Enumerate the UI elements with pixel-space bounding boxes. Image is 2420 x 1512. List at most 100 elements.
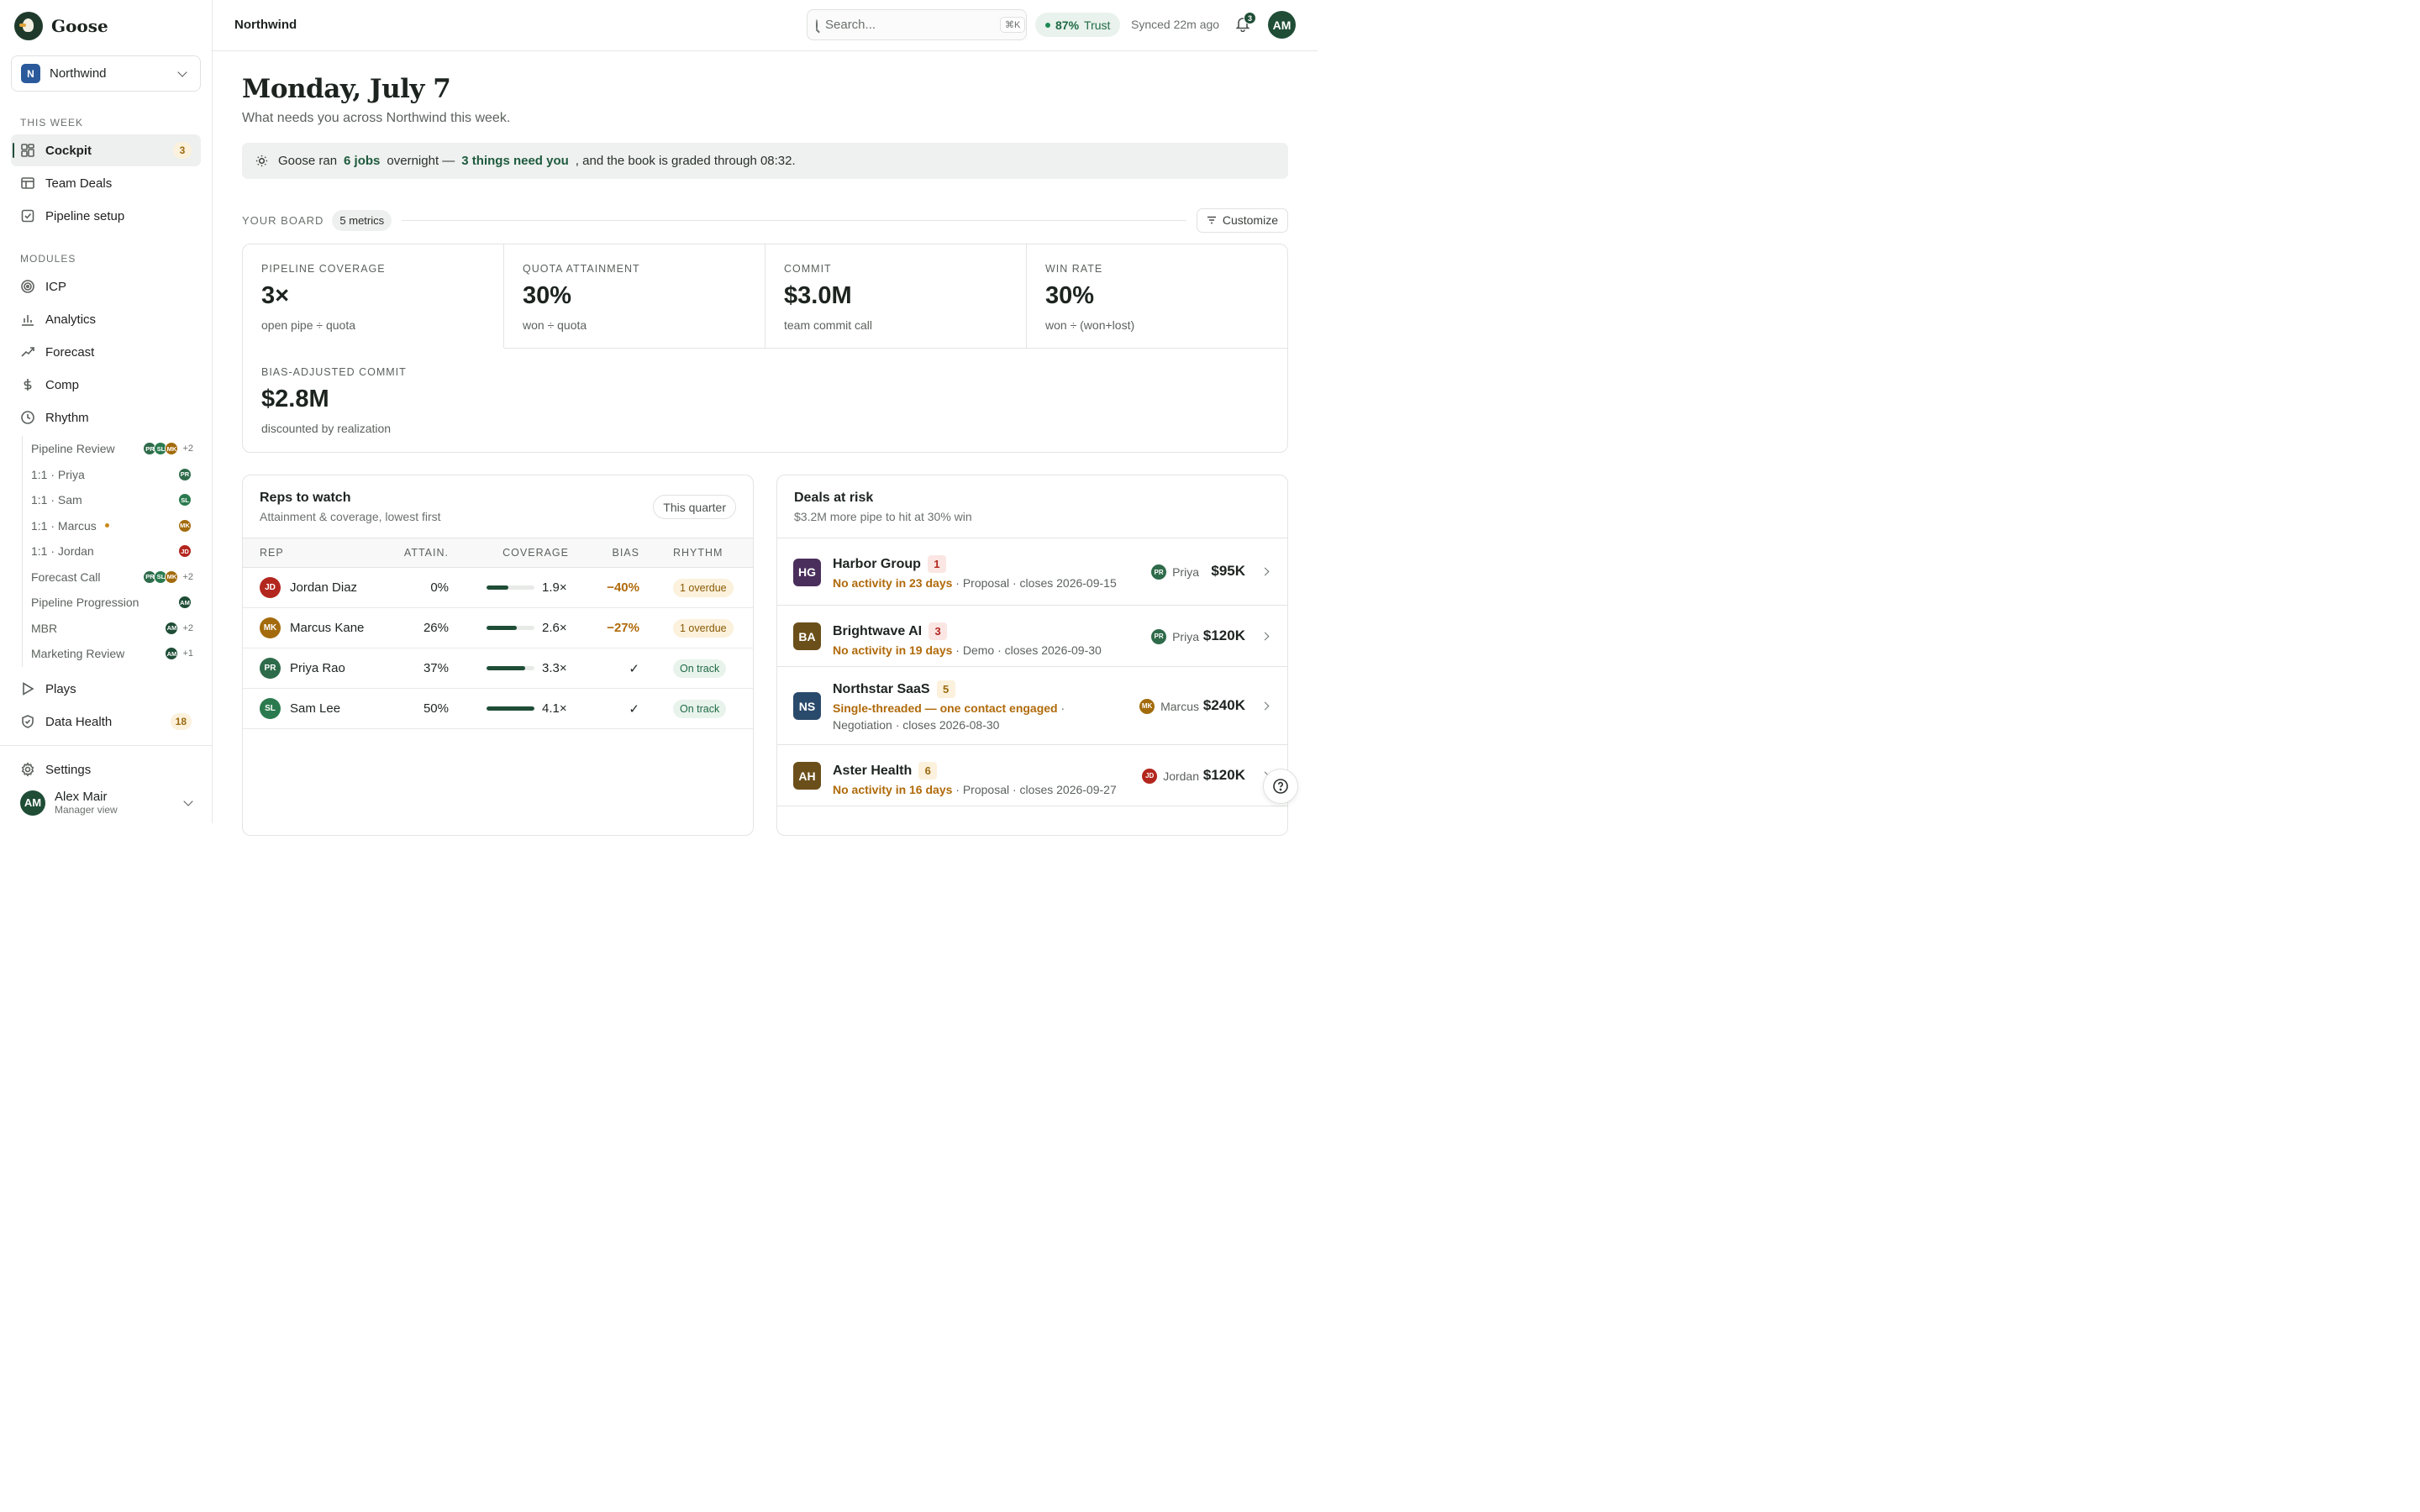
metric-sub: won ÷ (won+lost) [1045,318,1135,332]
rhythm-cell: On track [639,659,749,678]
risk-count-badge: 1 [927,555,946,573]
sidebar-item-pipeline-setup[interactable]: Pipeline setup [11,200,201,232]
metric-pipeline-coverage[interactable]: PIPELINE COVERAGE 3× open pipe ÷ quota [243,244,504,348]
risk-reason: No activity in 16 days [833,783,953,796]
risk-count-badge: 5 [936,680,955,698]
avatar: MK [178,518,192,533]
metrics-board: PIPELINE COVERAGE 3× open pipe ÷ quota Q… [242,244,1288,453]
col-coverage[interactable]: COVERAGE [502,547,569,559]
table-row[interactable]: SL Sam Lee 50% 4.1× ✓ On track [243,689,753,729]
target-icon [20,279,35,294]
deal-meta: No activity in 19 days · Demo · closes 2… [833,642,1169,659]
trust-badge[interactable]: 87% Trust [1035,13,1121,37]
metric-win-rate[interactable]: WIN RATE 30% won ÷ (won+lost) [1027,244,1287,348]
deal-row[interactable]: NS Northstar SaaS 5 Single-threaded — one c… [777,667,1287,745]
avatar[interactable]: AM [1268,11,1296,39]
sidebar-item-label: Team Deals [45,176,113,191]
deal-row[interactable]: AH Aster Health 6 No activity in 16 days · … [777,745,1287,806]
deal-amount: $95K [1211,563,1245,579]
help-button[interactable] [1263,769,1298,804]
rhythm-cell: On track [639,699,749,718]
sidebar-item-rhythm[interactable]: Rhythm [11,402,201,433]
rep-name: Jordan Diaz [290,580,358,595]
rhythm-item-1on1-priya[interactable]: 1:1 · Priya PR [23,462,198,488]
table-header: REP ATTAIN. COVERAGE BIAS RHYTHM [243,538,753,568]
deal-row[interactable] [777,806,1287,835]
avatar: MK [1139,698,1155,714]
col-rep[interactable]: REP [260,547,284,559]
coverage-cell: 3.3× [449,661,569,675]
sidebar-item-icp[interactable]: ICP [11,270,201,302]
owner-name: Priya [1172,565,1199,579]
search-shortcut: ⌘K [1000,17,1026,33]
metric-quota-attainment[interactable]: QUOTA ATTAINMENT 30% won ÷ quota [504,244,765,348]
goose-logo-icon [14,12,43,40]
breadcrumb[interactable]: Northwind [234,18,297,32]
play-icon [20,681,35,696]
customize-button[interactable]: Customize [1196,207,1288,233]
user-menu[interactable]: AM Alex Mair Manager view [20,790,197,816]
col-bias[interactable]: BIAS [612,547,639,559]
avatar-stack: JD [178,544,192,559]
status-badge[interactable]: 1 overdue [673,618,734,638]
rhythm-item-pipeline-progression[interactable]: Pipeline Progression AM [23,590,198,616]
period-select[interactable]: This quarter [653,495,736,519]
metric-commit[interactable]: COMMIT $3.0M team commit call [765,244,1027,348]
sidebar-item-analytics[interactable]: Analytics [11,303,201,335]
rhythm-item-pipeline-review[interactable]: Pipeline Review PR SL MK +2 [23,436,198,462]
search-icon [816,18,818,31]
table-row[interactable]: PR Priya Rao 37% 3.3× ✓ On track [243,648,753,689]
deal-meta: No activity in 23 days · Proposal · clos… [833,575,1169,591]
sidebar-item-team-deals[interactable]: Team Deals [11,167,201,199]
topbar: Northwind ⌘K 87% Trust Synced 22m ago 3 … [213,0,1318,51]
search-box[interactable]: ⌘K [807,9,1027,40]
metric-sub: won ÷ quota [523,318,587,332]
banner-needs-link[interactable]: 3 things need you [461,154,569,168]
rhythm-item-1on1-marcus[interactable]: 1:1 · Marcus MK [23,513,198,539]
deal-amount: $120K [1202,766,1245,783]
risk-reason: No activity in 23 days [833,576,953,590]
brand[interactable]: Goose [14,12,108,40]
sidebar-item-cockpit[interactable]: Cockpit 3 [11,134,201,166]
table-row[interactable]: JD Jordan Diaz 0% 1.9× −40% 1 overdue [243,568,753,608]
coverage-bar-fill [487,706,534,711]
attain-value: 0% [430,580,449,595]
sidebar-item-settings[interactable]: Settings [11,753,201,785]
search-input[interactable] [825,18,992,32]
avatar-stack: MK [178,518,192,533]
metric-bias-adjusted-commit[interactable]: BIAS-ADJUSTED COMMIT $2.8M discounted by… [243,348,504,451]
rhythm-item-label: Pipeline Review [31,442,115,456]
avatar: AM [178,596,192,610]
rhythm-item-1on1-jordan[interactable]: 1:1 · Jordan JD [23,538,198,564]
banner-jobs-link[interactable]: 6 jobs [344,154,381,168]
rhythm-item-mbr[interactable]: MBR AM +2 [23,616,198,642]
sidebar-item-data-health[interactable]: Data Health 18 [11,706,201,738]
table-row[interactable]: MK Marcus Kane 26% 2.6× −27% 1 overdue [243,608,753,648]
sidebar-item-label: ICP [45,279,67,294]
risk-reason: No activity in 19 days [833,643,953,657]
sidebar-item-forecast[interactable]: Forecast [11,336,201,368]
sun-icon [255,155,268,167]
col-attain[interactable]: ATTAIN. [403,547,449,559]
deal-row[interactable]: BA Brightwave AI 3 No activity in 19 days ·… [777,606,1287,667]
coverage-cell: 2.6× [449,621,569,635]
col-rhythm[interactable]: RHYTHM [673,547,723,559]
cockpit-count-badge: 3 [173,142,192,159]
sidebar-item-plays[interactable]: Plays [11,673,201,705]
status-badge[interactable]: On track [673,699,727,718]
deal-row[interactable]: HG Harbor Group 1 No activity in 23 days · … [777,538,1287,606]
avatar: PR [178,467,192,481]
rhythm-item-1on1-sam[interactable]: 1:1 · Sam SL [23,487,198,513]
notifications-button[interactable]: 3 [1234,12,1256,34]
deal-title: Harbor Group [833,556,921,571]
status-badge[interactable]: On track [673,659,727,678]
rhythm-item-forecast-call[interactable]: Forecast Call PR SL MK +2 [23,564,198,591]
more-count: +1 [182,648,193,659]
coverage-value: 2.6× [542,621,567,635]
status-badge[interactable]: 1 overdue [673,578,734,597]
workspace-select[interactable]: N Northwind [11,55,201,92]
sidebar-item-comp[interactable]: Comp [11,369,201,401]
sidebar-item-label: Comp [45,377,80,392]
coverage-bar [487,626,534,630]
rhythm-item-marketing-review[interactable]: Marketing Review AM +1 [23,641,198,667]
